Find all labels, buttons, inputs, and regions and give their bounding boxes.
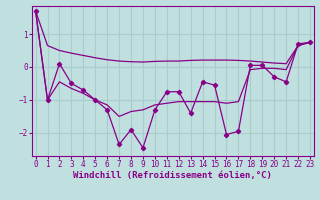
- X-axis label: Windchill (Refroidissement éolien,°C): Windchill (Refroidissement éolien,°C): [73, 171, 272, 180]
